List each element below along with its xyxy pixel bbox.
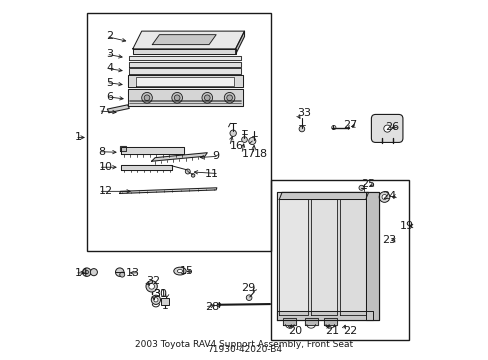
- Polygon shape: [121, 165, 171, 170]
- Text: 12: 12: [98, 186, 112, 196]
- Polygon shape: [277, 192, 378, 320]
- Circle shape: [185, 169, 190, 174]
- Text: 19: 19: [399, 221, 413, 231]
- Circle shape: [191, 174, 195, 177]
- Text: 6: 6: [106, 92, 113, 102]
- Text: 11: 11: [204, 168, 219, 179]
- Polygon shape: [235, 31, 244, 54]
- Polygon shape: [133, 31, 244, 49]
- Polygon shape: [277, 311, 372, 320]
- Text: 24: 24: [381, 191, 395, 201]
- Bar: [161, 298, 169, 305]
- Text: 32: 32: [145, 276, 160, 286]
- Polygon shape: [120, 146, 125, 150]
- Circle shape: [82, 268, 91, 276]
- Circle shape: [120, 272, 124, 277]
- Text: 1: 1: [75, 132, 82, 143]
- Text: 5: 5: [106, 77, 113, 87]
- Text: 10: 10: [98, 162, 112, 172]
- Text: 27: 27: [342, 120, 356, 130]
- Text: 26: 26: [385, 122, 399, 132]
- Text: 28: 28: [204, 302, 219, 312]
- Text: 71930-42020-B4: 71930-42020-B4: [206, 345, 282, 354]
- Text: 31: 31: [153, 289, 167, 299]
- Polygon shape: [133, 49, 235, 54]
- Text: 17: 17: [241, 149, 255, 159]
- Polygon shape: [129, 68, 241, 74]
- Circle shape: [151, 295, 160, 305]
- Circle shape: [115, 268, 124, 276]
- Circle shape: [142, 93, 152, 103]
- Text: 30: 30: [153, 289, 167, 299]
- Polygon shape: [152, 35, 216, 45]
- Polygon shape: [121, 147, 184, 154]
- Circle shape: [229, 130, 236, 136]
- Circle shape: [174, 95, 180, 100]
- Polygon shape: [129, 62, 241, 67]
- Polygon shape: [136, 77, 233, 86]
- Circle shape: [148, 283, 154, 289]
- Text: 15: 15: [180, 266, 194, 276]
- Circle shape: [85, 270, 88, 274]
- Circle shape: [378, 192, 389, 202]
- Circle shape: [202, 93, 212, 103]
- Text: 2003 Toyota RAV4 Support Assembly, Front Seat: 2003 Toyota RAV4 Support Assembly, Front…: [135, 341, 353, 350]
- Polygon shape: [304, 318, 317, 325]
- Text: 2: 2: [106, 31, 113, 41]
- Text: 4: 4: [106, 63, 113, 73]
- Text: 7: 7: [98, 106, 105, 116]
- Circle shape: [381, 194, 386, 199]
- Text: 29: 29: [241, 283, 255, 293]
- Circle shape: [90, 269, 97, 276]
- Circle shape: [248, 138, 255, 145]
- Circle shape: [358, 185, 363, 190]
- Circle shape: [241, 137, 247, 143]
- Text: 22: 22: [343, 326, 357, 336]
- Bar: [86, 13, 270, 251]
- Bar: [270, 180, 408, 339]
- FancyBboxPatch shape: [370, 114, 402, 143]
- Polygon shape: [127, 89, 242, 105]
- Text: 14: 14: [75, 268, 89, 278]
- Circle shape: [383, 125, 390, 132]
- Text: 33: 33: [296, 108, 310, 118]
- Circle shape: [204, 95, 210, 100]
- Polygon shape: [279, 199, 307, 315]
- Text: 8: 8: [98, 147, 105, 157]
- Polygon shape: [279, 192, 368, 199]
- Polygon shape: [323, 318, 336, 325]
- Text: 21: 21: [325, 326, 339, 336]
- Polygon shape: [365, 192, 378, 320]
- Polygon shape: [151, 153, 207, 161]
- Circle shape: [153, 298, 158, 302]
- Polygon shape: [340, 199, 365, 315]
- Polygon shape: [310, 199, 337, 315]
- Text: 13: 13: [126, 268, 140, 278]
- Circle shape: [224, 93, 234, 103]
- Polygon shape: [120, 188, 216, 193]
- Ellipse shape: [173, 267, 186, 275]
- Polygon shape: [127, 76, 242, 87]
- Text: 9: 9: [211, 151, 219, 161]
- Ellipse shape: [177, 270, 183, 273]
- Circle shape: [299, 126, 304, 132]
- Polygon shape: [129, 56, 241, 60]
- Text: 18: 18: [253, 149, 267, 159]
- Circle shape: [217, 303, 220, 306]
- Text: 20: 20: [287, 326, 301, 336]
- Text: 3: 3: [106, 49, 113, 59]
- Text: 23: 23: [381, 235, 395, 245]
- Circle shape: [331, 125, 335, 130]
- Polygon shape: [283, 318, 296, 325]
- Circle shape: [144, 95, 149, 100]
- Circle shape: [226, 95, 232, 100]
- Circle shape: [171, 93, 182, 103]
- Circle shape: [246, 295, 251, 301]
- Text: 16: 16: [229, 141, 243, 151]
- Polygon shape: [107, 105, 129, 113]
- Text: 25: 25: [360, 179, 374, 189]
- Circle shape: [145, 281, 157, 292]
